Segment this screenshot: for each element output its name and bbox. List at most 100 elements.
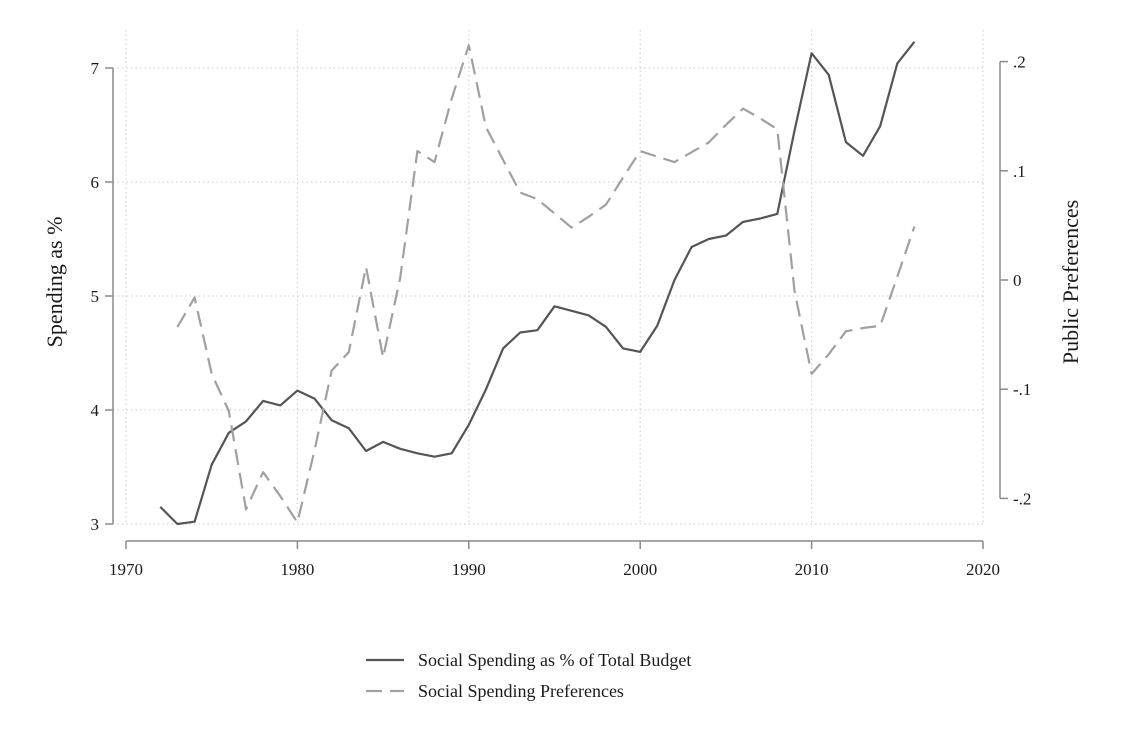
spending-series-point (794, 130, 796, 132)
preferences-series-point (914, 226, 916, 228)
spending-series-point (536, 329, 538, 331)
x-tick-label: 2010 (795, 560, 829, 579)
spending-series-point (845, 141, 847, 143)
y-tick-right-label: .1 (1013, 162, 1026, 181)
spending-series-point (279, 405, 281, 407)
preferences-series-point (828, 353, 830, 355)
y-tick-left-label: 6 (91, 173, 100, 192)
y-tick-left-label: 3 (91, 515, 100, 534)
preferences-series-point (485, 126, 487, 128)
series-lines (159, 41, 916, 526)
preferences-series-point (674, 161, 676, 163)
preferences-series-point (348, 351, 350, 353)
y-tick-right-label: .2 (1013, 53, 1026, 72)
preferences-series-point (245, 508, 247, 510)
preferences-series-point (314, 449, 316, 451)
spending-series-point (862, 155, 864, 157)
spending-series-point (434, 456, 436, 458)
spending-series-point (451, 452, 453, 454)
preferences-series-point (228, 410, 230, 412)
preferences-series-point (279, 495, 281, 497)
spending-series-point (742, 221, 744, 223)
preferences-series-point (451, 98, 453, 100)
preferences-series-point (382, 357, 384, 359)
preferences-series-point (588, 216, 590, 218)
spending-series-point (314, 398, 316, 400)
preferences-series-point (571, 227, 573, 229)
preferences-series-point (759, 117, 761, 119)
y-tick-right-label: -.1 (1013, 380, 1031, 399)
spending-series-point (776, 213, 778, 215)
preferences-series-point (365, 266, 367, 268)
spending-series-point (416, 452, 418, 454)
y-axis-left-label: Spending as % (42, 217, 67, 348)
preferences-series-point (691, 151, 693, 153)
spending-series-point (639, 351, 641, 353)
preferences-series-line (176, 44, 916, 524)
x-tick-label: 2020 (966, 560, 1000, 579)
preferences-series-point (862, 327, 864, 329)
spending-series-point (331, 419, 333, 421)
spending-series-point (914, 41, 916, 43)
y-axis-right-label: Public Preferences (1058, 200, 1083, 364)
spending-series-point (605, 326, 607, 328)
spending-series-point (896, 63, 898, 65)
preferences-series-point (879, 325, 881, 327)
axes: 3 4 5 6 7 -.2 -.1 0 .1 .2 1970 1980 1990 2000 2010 2020 (91, 53, 1032, 579)
preferences-series-point (845, 330, 847, 332)
spending-series-point (228, 432, 230, 434)
spending-series-point (211, 464, 213, 466)
preferences-series-point (639, 150, 641, 152)
spending-series-line (159, 41, 916, 526)
spending-series-point (399, 448, 401, 450)
preferences-series-point (211, 373, 213, 375)
legend-label-preferences: Social Spending Preferences (418, 681, 624, 701)
preferences-series-point (622, 176, 624, 178)
spending-series-point (245, 421, 247, 423)
y-tick-left-label: 5 (91, 287, 100, 306)
preferences-series-point (468, 44, 470, 46)
spending-series-point (519, 332, 521, 334)
preferences-series-point (811, 373, 813, 375)
spending-series-point (708, 238, 710, 240)
preferences-series-point (502, 159, 504, 161)
spending-series-point (194, 521, 196, 523)
spending-series-point (297, 390, 299, 392)
spending-series-point (382, 441, 384, 443)
x-tick-label: 1970 (109, 560, 143, 579)
spending-series-point (348, 427, 350, 429)
spending-series-point (159, 506, 161, 508)
spending-series-point (468, 424, 470, 426)
preferences-series-point (554, 212, 556, 214)
preferences-series-point (434, 161, 436, 163)
spending-series-point (811, 52, 813, 54)
x-tick-label: 2000 (623, 560, 657, 579)
preferences-series-point (656, 156, 658, 158)
preferences-series-point (725, 124, 727, 126)
preferences-series-point (742, 108, 744, 110)
preferences-series-point (262, 471, 264, 473)
spending-series-point (502, 348, 504, 350)
spending-series-point (759, 218, 761, 220)
x-tick-label: 1990 (452, 560, 486, 579)
spending-series-point (656, 325, 658, 327)
legend-label-spending: Social Spending as % of Total Budget (418, 650, 691, 670)
preferences-series-point (177, 326, 179, 328)
y-tick-right-label: -.2 (1013, 489, 1031, 508)
preferences-series-point (194, 297, 196, 299)
preferences-series-point (776, 128, 778, 130)
spending-series-point (262, 400, 264, 402)
spending-series-point (674, 279, 676, 281)
spending-series-point (691, 246, 693, 248)
spending-series-point (828, 74, 830, 76)
y-tick-left-label: 4 (91, 401, 100, 420)
spending-series-point (622, 348, 624, 350)
spending-series-point (879, 125, 881, 127)
preferences-series-point (896, 276, 898, 278)
preferences-series-point (416, 150, 418, 152)
preferences-series-point (399, 277, 401, 279)
spending-series-point (588, 314, 590, 316)
preferences-series-point (519, 192, 521, 194)
spending-series-point (485, 389, 487, 391)
